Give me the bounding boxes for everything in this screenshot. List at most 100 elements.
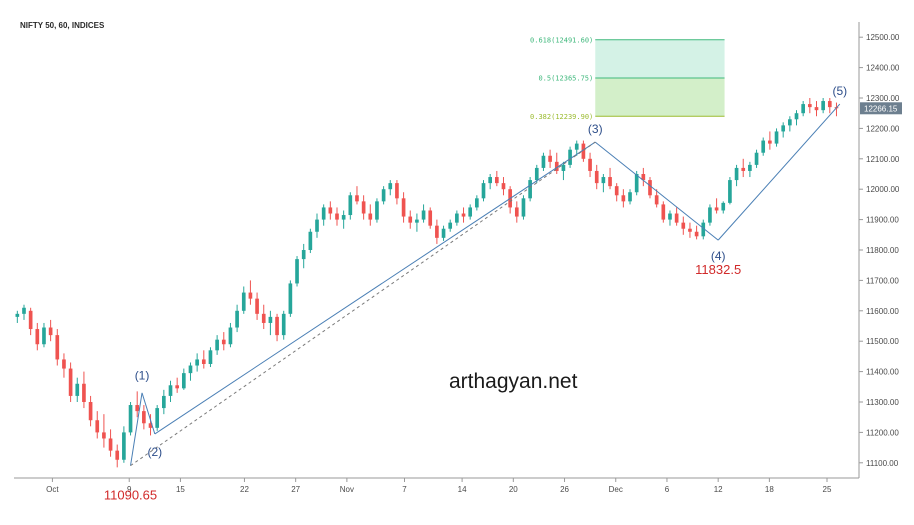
wave-label: (1) (135, 368, 150, 382)
candle-body (628, 192, 632, 202)
candle-body (355, 195, 359, 202)
candle-body (28, 310, 33, 330)
time-tick-label: Nov (340, 485, 354, 494)
candle-body (241, 292, 246, 311)
candle-body (68, 368, 73, 396)
candle-body (188, 365, 193, 374)
candle-body (801, 104, 805, 114)
candle-body (601, 177, 606, 184)
candle-body (315, 219, 319, 232)
fibonacci-zone[interactable]: 0.618(12491.60) 0.5(12365.75) 0.382(12239.… (530, 36, 725, 121)
price-tick-label: 11300.00 (866, 398, 899, 407)
wave-line-1 (130, 392, 143, 466)
candle-body (475, 198, 479, 208)
price-axis[interactable]: 12500.00 12400.00 12300.00 12200.00 12100.00… (859, 33, 902, 468)
wave-line-4 (594, 141, 719, 241)
candle-body (461, 213, 466, 217)
candle-body (681, 222, 686, 229)
candle-body (741, 167, 746, 171)
price-point-label: 11090.65 (104, 488, 157, 503)
price-tick-label: 11500.00 (866, 337, 899, 346)
candle-body (148, 423, 153, 428)
candle-body (654, 195, 659, 205)
time-tick-label: 22 (240, 485, 249, 494)
candle-body (168, 385, 173, 396)
price-tick-label: 11200.00 (866, 428, 899, 437)
candle-body (594, 170, 599, 184)
candle-body (408, 216, 413, 223)
wave-line-5 (717, 103, 841, 241)
watermark: arthagyan.net (449, 370, 578, 393)
price-tick-label: 11100.00 (866, 459, 899, 468)
candle-body (82, 383, 86, 402)
candle-body (641, 174, 646, 181)
fib-level-label: 0.618(12491.60) (530, 36, 593, 44)
candle-body (688, 228, 692, 232)
time-tick-label: 18 (765, 485, 774, 494)
candle-body (268, 316, 273, 323)
candle-body (568, 149, 572, 165)
candle-body (368, 213, 373, 220)
candle-body (102, 432, 106, 439)
candle-body (321, 207, 326, 220)
candle-body (768, 140, 772, 144)
price-tick-label: 11900.00 (866, 216, 899, 225)
candle-body (668, 213, 672, 220)
candle-body (281, 313, 286, 336)
candle-body (761, 140, 766, 153)
candle-body (62, 359, 66, 369)
candle-body (827, 101, 832, 108)
candle-body (341, 215, 346, 220)
time-tick-label: 6 (665, 485, 670, 494)
candle-body (448, 222, 453, 229)
candle-body (721, 202, 726, 211)
candle-body (348, 195, 353, 216)
candle-body (488, 177, 492, 184)
fib-level-label: 0.382(12239.90) (530, 113, 593, 121)
candle-body (548, 155, 552, 162)
candle-body (208, 350, 213, 364)
time-tick-label: 25 (823, 485, 832, 494)
fib-level-label: 0.5(12365.75) (538, 75, 593, 83)
candles (15, 98, 839, 468)
candle-body (648, 180, 652, 196)
candle-body (528, 180, 532, 199)
time-tick-label: 26 (560, 485, 569, 494)
candle-body (35, 329, 40, 345)
candle-body (634, 174, 639, 193)
price-tick-label: 12500.00 (866, 33, 900, 42)
time-tick-label: 12 (714, 485, 723, 494)
candle-body (388, 183, 393, 190)
candle-body (621, 195, 626, 202)
candle-body (781, 125, 786, 132)
candle-body (261, 313, 266, 323)
price-tick-label: 12300.00 (866, 94, 900, 103)
price-tick-label: 12000.00 (866, 185, 900, 194)
candle-body (228, 327, 233, 345)
candle-body (748, 164, 752, 171)
candle-body (608, 177, 612, 187)
candle-body (181, 373, 186, 389)
elliott-wave[interactable]: (1) (2) (3) (4) (5) (130, 84, 848, 467)
wave-label: (4) (711, 249, 726, 263)
time-tick-label: 9 (127, 485, 132, 494)
fib-zone-lower (595, 78, 725, 117)
symbol-label: NIFTY 50, 60, INDICES (20, 21, 105, 30)
candle-body (308, 231, 313, 250)
candle-body (108, 438, 113, 451)
time-tick-label: 14 (458, 485, 467, 494)
candle-body (415, 219, 419, 223)
candle-body (128, 405, 133, 433)
candle-body (42, 327, 46, 345)
time-axis[interactable]: Oct 9 15 22 27 Nov 7 14 20 26 Dec 6 12 18 25 (46, 478, 832, 494)
candle-body (361, 201, 366, 214)
candle-body (15, 313, 20, 317)
candle-body (734, 167, 739, 181)
candle-body (674, 213, 679, 223)
candle-body (55, 335, 60, 360)
candle-body (395, 183, 399, 199)
candle-body (788, 119, 792, 126)
time-tick-label: 15 (176, 485, 185, 494)
candle-body (614, 186, 619, 196)
